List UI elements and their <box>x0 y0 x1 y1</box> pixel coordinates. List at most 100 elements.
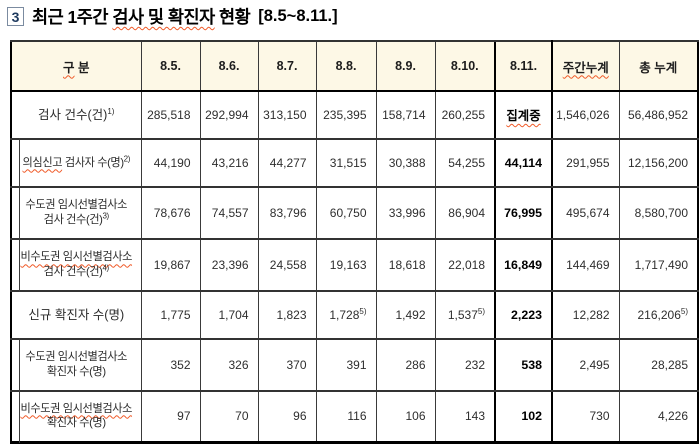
cell-text: 292,994 <box>205 108 249 122</box>
cell-text: 495,674 <box>566 206 610 220</box>
section-number: 3 <box>11 8 20 25</box>
cell-text: 54,255 <box>448 156 485 170</box>
cell-value: 144,469 <box>551 238 620 292</box>
table-row: 검사 건수(건)1) 285,518 292,994 313,150 235,395 15… <box>10 90 699 140</box>
cell-text: 1,717,490 <box>634 258 688 272</box>
cell-value: 1,5375) <box>434 290 496 340</box>
cell-value: 260,255 <box>434 90 496 140</box>
cell-text: 집계중 <box>506 109 541 123</box>
table-row: 비수도권 임시선별검사소 확진자 수(명) 97 70 96 116 106 143 102 73… <box>10 390 699 444</box>
cell-text: 106 <box>405 409 426 424</box>
column-header: 8.8. <box>315 40 377 92</box>
row-label: 검사 건수(건)1) <box>10 90 142 140</box>
cell-text: 23,396 <box>211 258 249 272</box>
cell-text: 144,469 <box>566 258 610 272</box>
text-segment: 신규 확진자 수(명) <box>28 307 125 322</box>
cell-text: 235,395 <box>323 108 367 122</box>
text-segment: 8.7. <box>276 59 298 73</box>
cell-value: 106 <box>375 390 436 443</box>
text-segment: 확진자 수(명) <box>46 417 106 430</box>
cell-text: 4,226 <box>657 409 688 424</box>
table-row: 의심신고 검사자 수(명)2) 44,190 43,216 44,277 31,515 3… <box>10 138 699 189</box>
text-segment: 분 <box>74 60 90 75</box>
footnote-mark: 5) <box>477 307 485 316</box>
cell-value: 19,163 <box>315 238 377 292</box>
text-segment: 8.6. <box>218 59 240 73</box>
cell-value: 19,867 <box>140 238 201 292</box>
text-segment: 확진자 수(명) <box>46 366 106 378</box>
cell-value: 30,388 <box>375 138 436 188</box>
column-header: 총 누계 <box>618 40 699 92</box>
cell-text: 370 <box>286 358 307 372</box>
cell-text: 285,518 <box>147 108 191 122</box>
column-header: 8.6. <box>199 40 259 92</box>
cell-value: 116 <box>315 390 377 443</box>
text-segment: 수도권 임시선별검사소 <box>25 351 128 364</box>
cell-text: 116 <box>347 409 367 424</box>
column-header: 주간누계 <box>551 40 620 92</box>
cell-text: 33,996 <box>388 206 426 220</box>
cell-text: 8,580,700 <box>634 206 688 220</box>
section-number-box: 3 <box>7 7 24 26</box>
cell-value: 54,255 <box>434 138 496 188</box>
cell-value: 391 <box>315 338 377 392</box>
cell-value: 285,518 <box>140 90 201 140</box>
cell-value: 28,285 <box>618 338 699 392</box>
cell-text: 44,190 <box>153 156 191 170</box>
cell-value: 97 <box>140 390 201 443</box>
cell-text: 102 <box>521 409 542 424</box>
table-header-row: 구 분 8.5. 8.6. 8.7. 8.8. 8.9. 8.10. 8.11. 주간누계 총 누… <box>10 40 699 92</box>
cell-text: 12,282 <box>572 308 610 322</box>
cell-text: 22,018 <box>448 258 485 272</box>
row-label: 의심신고 검사자 수(명)2) <box>10 138 142 189</box>
cell-text: 30,388 <box>388 156 426 170</box>
cell-value: 538 <box>494 338 553 392</box>
cell-value: 8,580,700 <box>618 186 699 240</box>
cell-value: 216,2065) <box>618 290 699 340</box>
cell-value: 2,223 <box>494 290 553 340</box>
cell-value: 18,618 <box>375 238 436 292</box>
text-segment: 의심신고 <box>22 156 63 169</box>
cell-text: 260,255 <box>441 108 485 122</box>
cell-value: 12,282 <box>551 290 620 340</box>
cell-value: 83,796 <box>257 186 317 240</box>
text-segment: 8.11. <box>509 59 538 73</box>
cell-text: 12,156,200 <box>627 156 688 170</box>
cell-value: 33,996 <box>375 186 436 240</box>
cell-value: 16,849 <box>494 238 553 292</box>
cell-text: 1,728 <box>329 308 360 322</box>
weekly-test-confirmed-table: 구 분 8.5. 8.6. 8.7. 8.8. 8.9. 8.10. 8.11. 주간누계 총 누… <box>10 40 699 444</box>
cell-value: 352 <box>140 338 201 392</box>
cell-text: 291,955 <box>566 156 610 170</box>
cell-text: 1,823 <box>276 308 307 322</box>
cell-text: 76,995 <box>504 206 542 220</box>
row-label: 신규 확진자 수(명) <box>10 290 142 340</box>
text-segment: 비수도권 임시선별검사소 <box>20 251 133 264</box>
cell-value: 1,7285) <box>315 290 377 340</box>
cell-value: 495,674 <box>551 186 620 240</box>
cell-text: 158,714 <box>382 108 426 122</box>
page-title-date-range: [8.5~8.11.] <box>258 7 338 25</box>
cell-text: 2,495 <box>579 358 610 372</box>
cell-value: 1,704 <box>199 290 259 340</box>
cell-value: 292,994 <box>199 90 259 140</box>
column-header: 8.9. <box>375 40 436 92</box>
cell-value: 143 <box>434 390 496 443</box>
cell-value: 23,396 <box>199 238 259 292</box>
text-segment: 8.9. <box>395 59 416 73</box>
cell-value: 22,018 <box>434 238 496 292</box>
column-header: 8.5. <box>140 40 201 92</box>
cell-value: 74,557 <box>199 186 259 240</box>
cell-value: 12,156,200 <box>618 138 699 188</box>
cell-text: 538 <box>521 358 542 372</box>
cell-text: 1,775 <box>160 308 191 322</box>
cell-value: 76,995 <box>494 186 553 240</box>
cell-value: 286 <box>375 338 436 392</box>
cell-text: 2,223 <box>510 308 542 322</box>
cell-text: 19,163 <box>329 258 367 272</box>
cell-value: 24,558 <box>257 238 317 292</box>
footnote-mark: 5) <box>680 307 688 316</box>
table-row: 수도권 임시선별검사소 검사 건수(건)3) 78,676 74,557 83,796 6… <box>10 186 699 241</box>
cell-value: 1,717,490 <box>618 238 699 292</box>
